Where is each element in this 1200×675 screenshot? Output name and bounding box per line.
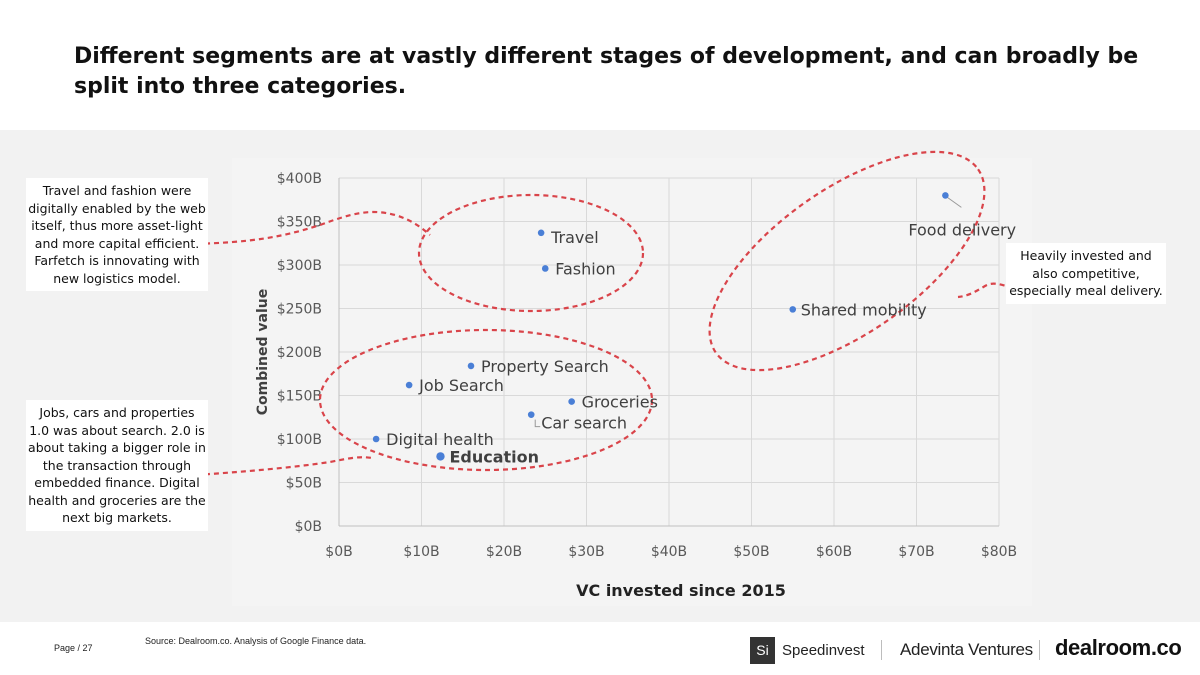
- label-leader-line: [534, 419, 541, 428]
- point-property-search[interactable]: [467, 362, 475, 370]
- point-label-travel: Travel: [550, 228, 599, 247]
- y-tick-label: $400B: [277, 171, 322, 187]
- x-tick-label: $50B: [733, 544, 769, 560]
- title-band: [0, 0, 1200, 130]
- ellipse-layer: [318, 150, 986, 472]
- footer: [0, 622, 1200, 675]
- label-leader-line: [947, 196, 962, 208]
- cluster-ellipse-delivery-mobility: [708, 150, 986, 372]
- y-tick-label: $100B: [277, 432, 322, 448]
- point-shared-mobility[interactable]: [789, 306, 797, 313]
- adevinta-ventures-logo: Adevinta Ventures: [900, 640, 1033, 659]
- point-education[interactable]: [436, 452, 445, 461]
- x-tick-label: $40B: [651, 544, 687, 560]
- point-label-food-delivery: Food delivery: [908, 220, 1016, 239]
- point-groceries[interactable]: [568, 398, 575, 405]
- chart-area: [232, 158, 1032, 606]
- logo-divider: [1039, 640, 1040, 660]
- point-label-education: Education: [449, 447, 539, 466]
- connector-line: [195, 456, 373, 477]
- x-tick-label: $20B: [486, 544, 522, 560]
- y-tick-label: $0B: [295, 519, 322, 535]
- x-tick-label: $70B: [898, 544, 934, 560]
- x-tick-label: $10B: [403, 544, 439, 560]
- y-tick-label: $150B: [277, 389, 322, 405]
- point-label-car-search: Car search: [541, 414, 627, 433]
- page-number: Page / 27: [54, 643, 93, 653]
- x-tick-label: $30B: [568, 544, 604, 560]
- point-travel[interactable]: [537, 229, 545, 237]
- point-job-search[interactable]: [405, 381, 413, 389]
- x-tick-label: $0B: [325, 544, 352, 560]
- cluster-ellipse-search: [318, 328, 654, 472]
- speedinvest-logo: Speedinvest: [782, 642, 865, 659]
- logo-divider: [881, 640, 882, 660]
- x-axis-title: VC invested since 2015: [576, 581, 786, 600]
- y-tick-label: $350B: [277, 215, 322, 231]
- y-tick-label: $300B: [277, 258, 322, 274]
- point-label-fashion: Fashion: [555, 259, 615, 278]
- y-tick-label: $250B: [277, 302, 322, 318]
- source-note: Source: Dealroom.co. Analysis of Google …: [145, 636, 367, 646]
- speedinvest-logo-mark: Si: [750, 637, 775, 664]
- x-tick-label: $60B: [816, 544, 852, 560]
- y-tick-label: $200B: [277, 345, 322, 361]
- point-food-delivery[interactable]: [942, 192, 949, 199]
- axis-layer: $0B $50B $100B $150B $200B $250B $300B $350B $40…: [277, 171, 1017, 560]
- point-digital-health[interactable]: [372, 435, 380, 443]
- dealroom-logo: dealroom.co: [1055, 635, 1182, 660]
- connector-line: [195, 210, 431, 246]
- annotation-delivery-mobility: Heavily invested and also competitive, e…: [1006, 243, 1166, 304]
- page-title: Different segments are at vastly differe…: [74, 44, 1139, 99]
- point-car-search[interactable]: [527, 411, 535, 418]
- y-tick-label: $50B: [286, 476, 322, 492]
- point-fashion[interactable]: [541, 265, 549, 272]
- point-layer: Food delivery Travel Fashion Shared mobilit…: [372, 192, 1016, 466]
- cluster-ellipse-travel-fashion: [417, 193, 645, 313]
- x-tick-label: $80B: [981, 544, 1017, 560]
- point-label-shared-mobility: Shared mobility: [801, 300, 927, 319]
- y-axis-title: Combined value: [255, 289, 271, 416]
- point-label-property-search: Property Search: [481, 357, 609, 376]
- annotation-travel-fashion: Travel and fashion were digitally enable…: [26, 178, 208, 291]
- point-label-job-search: Job Search: [418, 376, 504, 395]
- point-label-groceries: Groceries: [582, 393, 658, 412]
- grid-layer: [338, 177, 1000, 527]
- point-label-digital-health: Digital health: [386, 430, 494, 449]
- annotation-search-segments: Jobs, cars and properties 1.0 was about …: [26, 400, 208, 531]
